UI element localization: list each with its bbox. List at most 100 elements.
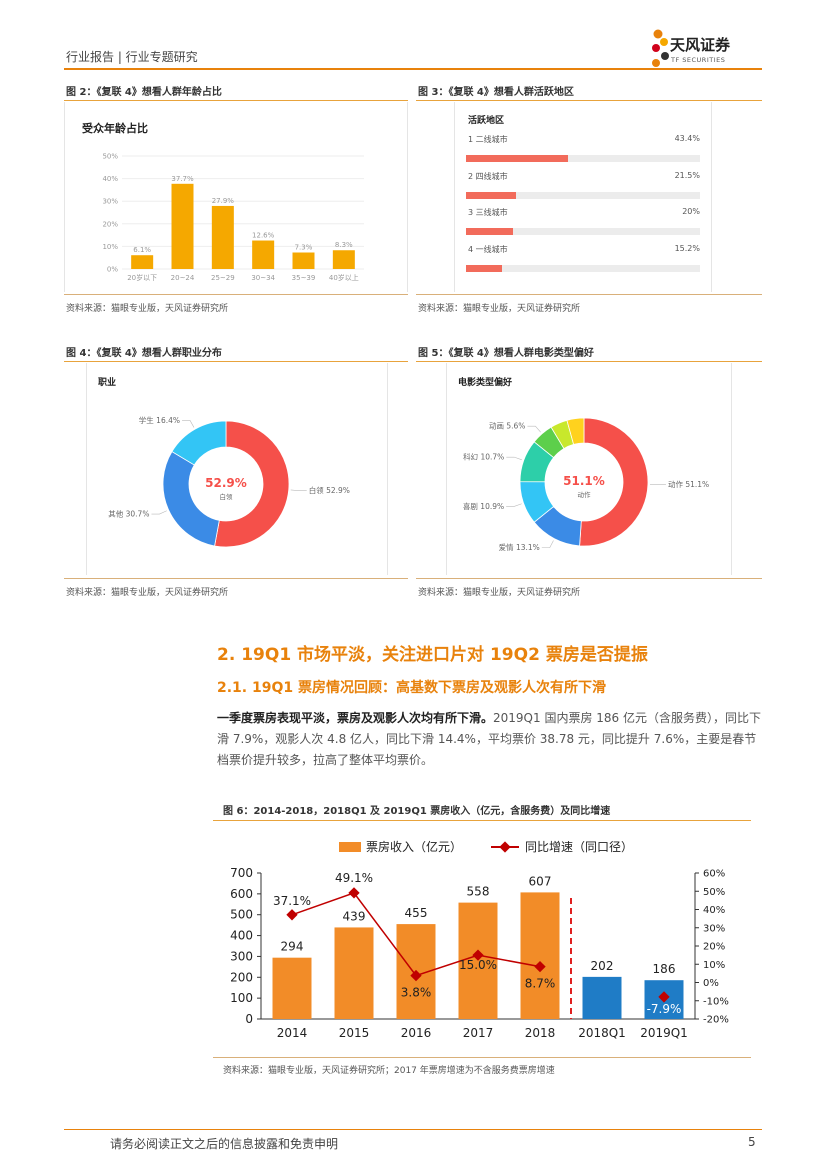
fig3-region-row: 2 四线城市 21.5% [466,171,700,208]
fig2-bar-chart: 0% 10% 20% 30% 40% 50% 6.1% 20岁以下 37.7% 20~24 27.9… [102,153,364,282]
fig3-region-row: 3 三线城市 20% [466,207,700,244]
fig6-left-tick: 500 [230,908,253,922]
fig3-region-row: 1 二线城市 43.4% [466,134,700,171]
fig5-slice-label: 喜剧 10.9% [463,501,504,511]
fig2-ytick: 30% [102,198,118,206]
fig6-growth-marker [534,960,546,973]
fig4-leader-line [290,489,307,491]
fig6-bar-label: 202 [591,959,614,973]
page-number: 5 [748,1135,756,1149]
fig2-bar-label: 6.1% [133,246,151,254]
fig4-source-rule [64,578,408,579]
fig5-donut-chart: 动作 51.1% 爱情 13.1% 喜剧 10.9% 科幻 10.7% 动画 5.6% 5… [463,417,709,552]
fig2-bar [171,183,194,269]
fig4-donut-chart: 白领 52.9% 其他 30.7% 学生 16.4% 52.9% 白领 [108,415,350,548]
footer-disclaimer: 请务必阅读正文之后的信息披露和免责申明 [110,1137,339,1151]
fig2-bar [292,252,315,269]
fig6-right-tick: 10% [703,960,725,971]
fig6-left-tick: 200 [230,970,253,984]
fig6-right-tick: 60% [703,869,725,880]
fig2-xtick: 20岁以下 [127,273,157,282]
fig6-bar [520,892,560,1019]
fig3-bar [466,155,568,162]
fig2-bar [332,250,355,269]
fig5-panel [446,363,732,575]
fig3-bar [466,191,517,199]
fig2-panel [64,102,408,292]
fig4-center-label: 白领 [220,492,234,501]
fig3-bar-track [466,155,700,162]
fig4-center-value: 52.9% [205,476,247,490]
fig3-region-name: 4 一线城市 [468,244,508,254]
fig2-source-rule [64,294,408,295]
fig6-left-tick: 300 [230,949,253,963]
fig4-slice [171,420,227,466]
fig3-region-value: 43.4% [674,134,700,143]
fig6-right-tick: 40% [703,905,725,916]
fig6-bar-label: 455 [405,906,428,920]
fig5-center-value: 51.1% [563,474,605,488]
fig5-leader-line [506,503,522,507]
fig2-xtick: 20~24 [171,274,195,282]
fig6-growth-label: -7.9% [647,1002,682,1016]
fig6-right-tick: 50% [703,887,725,898]
fig4-panel-title: 职业 [98,378,117,388]
fig6-right-tick: -20% [703,1015,729,1026]
fig6-bar-label: 607 [529,874,552,888]
fig3-region-row: 4 一线城市 15.2% [466,244,700,281]
header-report-type: 行业报告 | 行业专题研究 [66,50,198,64]
fig6-legend-line-label: 同比增速（同口径） [525,840,633,854]
footer-rule [64,1129,762,1130]
fig3-bar [466,264,502,272]
fig3-source-rule [416,294,762,295]
fig5-slice-label: 爱情 13.1% [499,542,540,552]
fig6-source: 资料来源：猫眼专业版，天风证券研究所；2017 年票房增速为不含服务费票房增速 [223,1066,555,1076]
fig2-xtick: 35~39 [292,274,316,282]
fig4-slice [214,420,290,548]
fig6-combo-chart: 票房收入（亿元） 同比增速（同口径） 0 100 200 300 400 500 600 700 -… [230,839,729,1040]
fig6-xtick: 2016 [401,1026,432,1040]
fig3-panel-title: 活跃地区 [468,116,505,126]
fig4-slice-label: 学生 16.4% [139,415,180,425]
fig6-xtick: 2018 [525,1026,556,1040]
fig6-xtick: 2014 [277,1026,308,1040]
fig4-rule [64,361,408,362]
fig6-xtick: 2015 [339,1026,370,1040]
fig6-growth-label: 8.7% [525,977,556,991]
fig5-slice [579,417,649,547]
fig2-xtick: 25~29 [211,274,235,282]
fig4-donut-hole [190,448,262,520]
fig2-panel-title: 受众年龄占比 [82,122,148,135]
fig5-rule [416,361,762,362]
logo-text-cn: 天风证券 [670,36,731,54]
fig6-right-tick: 0% [703,978,719,989]
fig2-bar [252,240,275,269]
fig6-bar [458,902,498,1019]
fig4-slice-label: 其他 30.7% [108,509,149,519]
fig4-title: 图 4：《复联 4》想看人群职业分布 [66,348,222,359]
fig6-left-tick: 0 [245,1012,253,1026]
fig3-bar-track [466,264,700,272]
fig6-growth-marker [286,909,298,921]
fig3-region-value: 20% [682,207,700,216]
fig3-panel [454,102,712,292]
fig2-title: 图 2：《复联 4》想看人群年龄占比 [66,87,222,98]
fig6-left-tick: 700 [230,866,253,880]
fig3-region-name: 1 二线城市 [468,135,508,144]
fig6-growth-label: 49.1% [335,871,373,885]
fig2-ytick: 10% [102,243,118,251]
fig6-left-tick: 400 [230,929,253,943]
fig6-xtick: 2018Q1 [578,1026,626,1040]
fig6-legend-bar-label: 票房收入（亿元） [366,839,462,854]
fig2-ytick: 40% [102,175,118,183]
header-rule [64,68,762,70]
fig2-xtick: 30~34 [251,274,275,282]
fig3-region-value: 15.2% [674,243,700,253]
fig6-title: 图 6：2014-2018，2018Q1 及 2019Q1 票房收入（亿元，含服… [223,806,611,817]
fig6-growth-label: 37.1% [273,894,311,908]
fig2-xtick: 40岁以上 [329,273,359,282]
fig4-leader-line [182,420,195,428]
fig6-left-tick: 100 [230,991,253,1005]
fig5-leader-line [527,425,541,433]
fig4-slice-label: 白领 52.9% [309,485,350,495]
